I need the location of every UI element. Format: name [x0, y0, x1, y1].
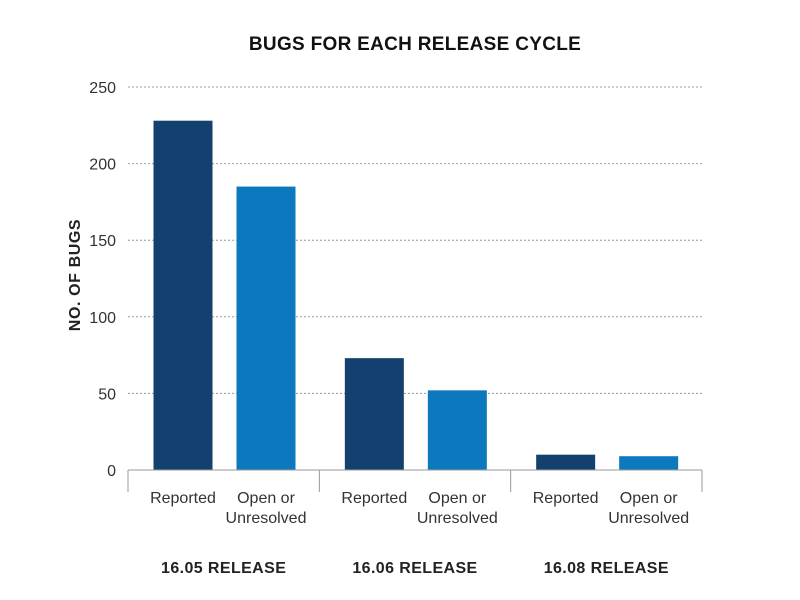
chart-title: BUGS FOR EACH RELEASE CYCLE [248, 34, 582, 55]
bars [153, 120, 679, 470]
group-label: 16.08 RELEASE [544, 560, 669, 577]
x-category-label: Reported [533, 490, 599, 507]
x-category-label: Reported [150, 490, 216, 507]
bar [153, 120, 213, 470]
y-tick-label: 250 [89, 80, 116, 97]
bar [344, 358, 404, 470]
y-axis-label: NO. OF BUGS [67, 219, 84, 331]
bar [619, 456, 679, 470]
x-category-label: Open or Unresolved [417, 490, 498, 527]
x-category-label: Reported [341, 490, 407, 507]
y-tick-label: 100 [89, 310, 116, 327]
group-label: 16.05 RELEASE [161, 560, 286, 577]
group-label: 16.06 RELEASE [352, 560, 477, 577]
y-tick-label: 200 [89, 157, 116, 174]
bar [536, 454, 596, 470]
bar [236, 186, 296, 470]
gridlines [128, 86, 702, 394]
axes [127, 469, 703, 492]
y-tick-label: 150 [89, 233, 116, 250]
bar [427, 390, 487, 470]
x-category-label: Open or Unresolved [608, 490, 689, 527]
y-tick-label: 0 [107, 463, 116, 480]
y-tick-label: 50 [98, 386, 116, 403]
x-category-label: Open or Unresolved [226, 490, 307, 527]
labels: 0 50 100 150 200 250 Reported Open or Unresolved… [89, 80, 689, 577]
